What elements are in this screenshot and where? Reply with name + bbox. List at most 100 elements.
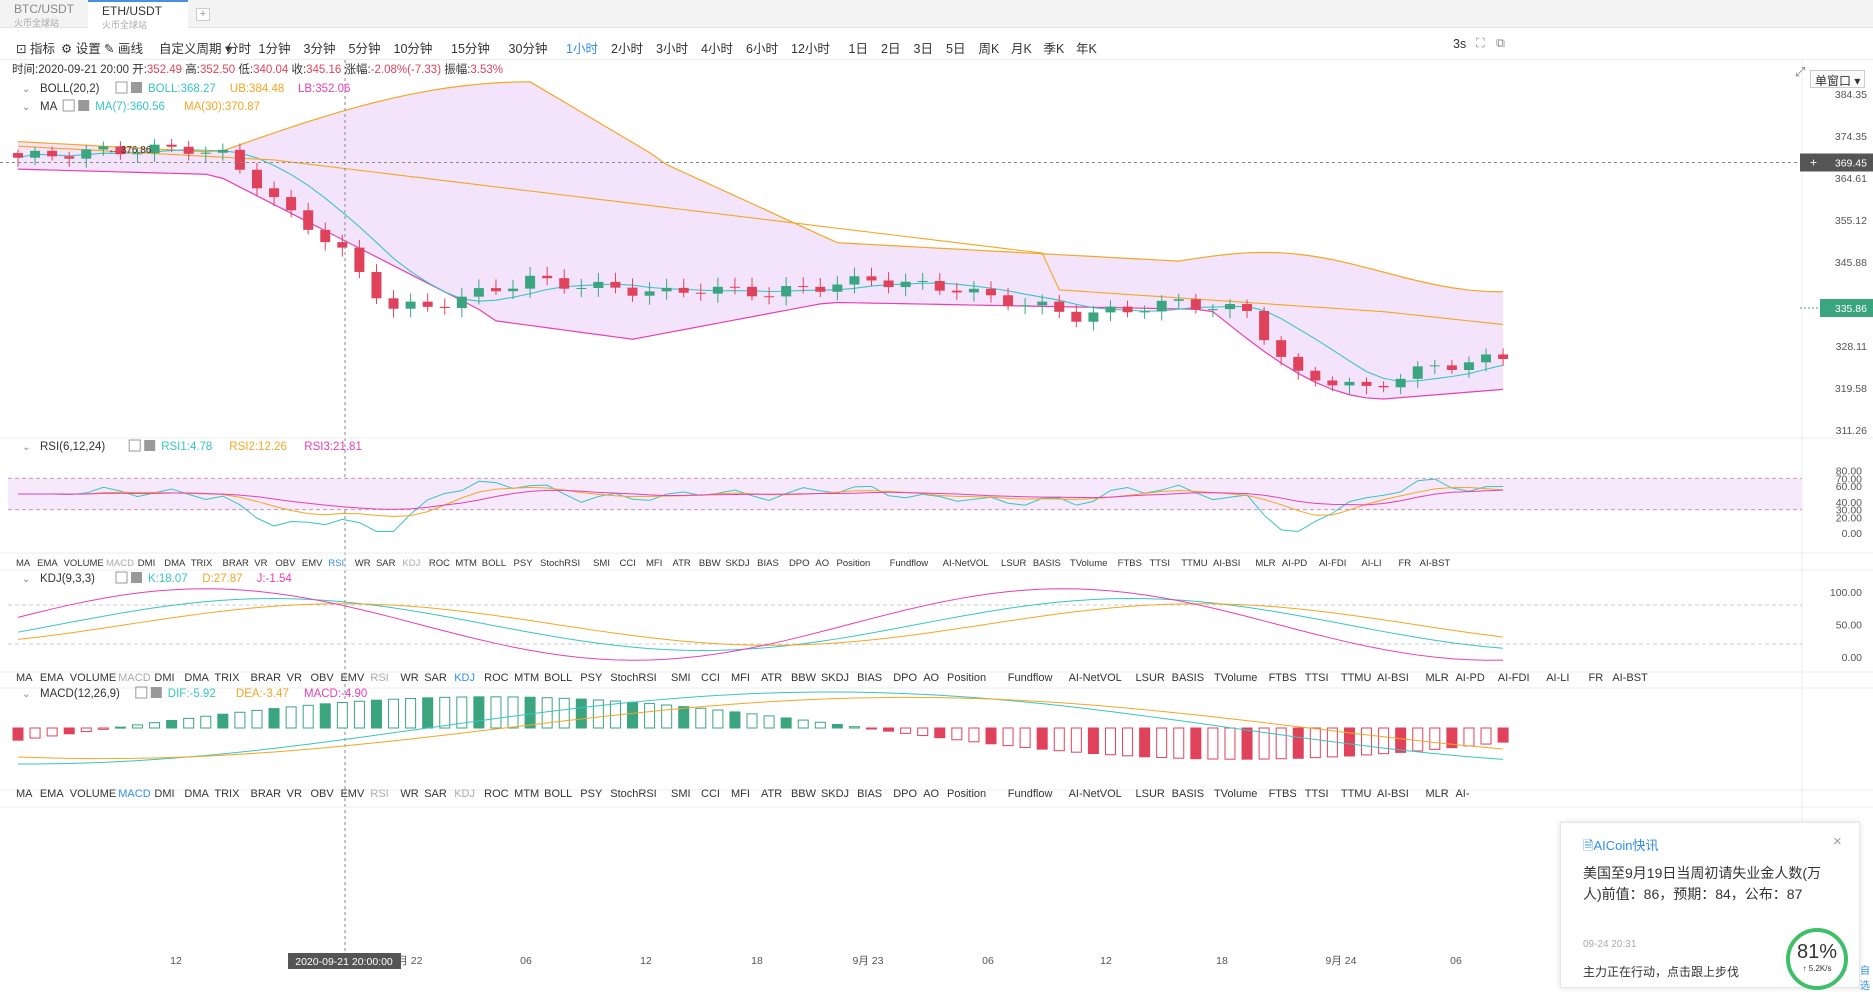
indicator-tab[interactable]: EMV <box>340 788 365 800</box>
indicator-tab[interactable]: Fundflow <box>890 558 929 569</box>
indicator-tab[interactable]: TVolume <box>1214 672 1257 684</box>
indicator-tab[interactable]: BOLL <box>544 672 572 684</box>
indicator-tab[interactable]: AI-BSI <box>1377 672 1409 684</box>
period-2[interactable]: 3分钟 <box>303 42 336 56</box>
indicator-tab[interactable]: EMV <box>302 558 323 569</box>
indicator-tab[interactable]: MACD <box>118 788 150 800</box>
indicator-tab[interactable]: LSUR <box>1001 558 1026 569</box>
kline-chart[interactable]: 384.35 374.35 364.61 355.12 345.88 328.11 319.… <box>0 50 1873 988</box>
indicator-tab[interactable]: TTSI <box>1305 788 1329 800</box>
period-18[interactable]: 月K <box>1011 42 1032 56</box>
collapse-icon[interactable]: ⌄ <box>22 689 30 700</box>
refresh-rate[interactable]: 3s <box>1453 37 1467 51</box>
window-mode-select[interactable]: 单窗口 ▾ <box>1810 70 1865 88</box>
period-8[interactable]: 2小时 <box>611 42 643 56</box>
indicator-tab[interactable]: AI- <box>1455 788 1469 800</box>
indicator-settings-icon[interactable] <box>115 81 128 94</box>
indicator-tab[interactable]: StochRSI <box>540 558 580 569</box>
indicator-tab[interactable]: VOLUME <box>70 672 116 684</box>
indicator-tab[interactable]: AI-BST <box>1420 558 1451 569</box>
indicator-tab[interactable]: SMI <box>593 558 610 569</box>
indicator-tab[interactable]: BBW <box>791 788 817 800</box>
indicator-tab[interactable]: BIAS <box>857 672 882 684</box>
period-19[interactable]: 季K <box>1043 42 1065 56</box>
fullscreen-icon[interactable]: ⛶ <box>1476 36 1485 50</box>
indicator-button[interactable]: ⊡ 指标 <box>16 38 55 57</box>
indicator-tab[interactable]: TRIX <box>214 788 240 800</box>
indicator-tab[interactable]: VR <box>254 558 267 569</box>
indicator-tab[interactable]: PSY <box>580 788 603 800</box>
indicator-tab[interactable]: FTBS <box>1118 558 1142 569</box>
indicator-tab[interactable]: LSUR <box>1136 672 1165 684</box>
indicator-tab[interactable]: ATR <box>672 558 690 569</box>
indicator-tab[interactable]: BBW <box>699 558 721 569</box>
indicator-tab[interactable]: BASIS <box>1033 558 1061 569</box>
indicator-tab[interactable]: Position <box>947 672 986 684</box>
period-9[interactable]: 3小时 <box>656 42 688 56</box>
indicator-tab[interactable]: Position <box>947 788 986 800</box>
indicator-settings-icon[interactable] <box>135 686 148 699</box>
indicator-tab[interactable]: SAR <box>424 788 447 800</box>
indicator-tab[interactable]: TVolume <box>1070 558 1108 569</box>
popout-icon[interactable]: ⧉ <box>1496 36 1505 50</box>
indicator-tab[interactable]: SKDJ <box>821 788 849 800</box>
indicator-tab[interactable]: MLR <box>1425 788 1448 800</box>
news-title[interactable]: 🗎AICoin快讯 <box>1583 835 1658 859</box>
indicator-tab[interactable]: DMA <box>184 672 209 684</box>
indicator-tab[interactable]: SAR <box>376 558 396 569</box>
indicator-close-icon[interactable] <box>78 100 90 111</box>
indicator-tab[interactable]: BIAS <box>857 788 882 800</box>
indicator-settings-icon[interactable] <box>128 439 141 452</box>
indicator-tab[interactable]: DMI <box>154 672 174 684</box>
add-tab-button[interactable]: + <box>196 8 210 21</box>
indicator-close-icon[interactable] <box>144 440 156 451</box>
indicator-tab[interactable]: BRAR <box>251 672 282 684</box>
indicator-tab[interactable]: MLR <box>1255 558 1275 569</box>
indicator-tab[interactable]: FTBS <box>1269 672 1297 684</box>
close-icon[interactable]: × <box>1833 833 1842 850</box>
indicator-tab[interactable]: DPO <box>893 672 917 684</box>
indicator-tab[interactable]: FR <box>1399 558 1412 569</box>
indicator-close-icon[interactable] <box>150 687 162 698</box>
indicator-tab[interactable]: MA <box>16 558 31 569</box>
indicator-tab[interactable]: OBV <box>310 672 334 684</box>
indicator-tab[interactable]: DPO <box>789 558 810 569</box>
indicator-close-icon[interactable] <box>131 572 142 583</box>
indicator-tab[interactable]: AO <box>923 788 939 800</box>
watchlist-link[interactable]: 自选 <box>1860 966 1870 992</box>
period-5[interactable]: 15分钟 <box>451 42 490 56</box>
period-11[interactable]: 6小时 <box>746 42 778 56</box>
indicator-tab[interactable]: StochRSI <box>610 788 656 800</box>
indicator-tab[interactable]: MTM <box>455 558 477 569</box>
indicator-tab[interactable]: BBW <box>791 672 817 684</box>
indicator-tab[interactable]: OBV <box>310 788 334 800</box>
collapse-icon[interactable]: ⌄ <box>22 574 30 585</box>
indicator-tab[interactable]: WR <box>355 558 371 569</box>
indicator-tab[interactable]: AI-FDI <box>1498 672 1530 684</box>
indicator-tab[interactable]: CCI <box>701 788 720 800</box>
indicator-tab[interactable]: ATR <box>761 672 782 684</box>
indicator-tab[interactable]: ROC <box>429 558 450 569</box>
period-4[interactable]: 10分钟 <box>393 42 433 56</box>
indicator-tab[interactable]: PSY <box>580 672 603 684</box>
indicator-tab[interactable]: SKDJ <box>725 558 750 569</box>
indicator-tab[interactable]: AO <box>923 672 939 684</box>
indicator-tab[interactable]: TVolume <box>1214 788 1257 800</box>
indicator-tab[interactable]: TRIX <box>214 672 240 684</box>
indicator-tab[interactable]: SMI <box>671 788 691 800</box>
indicator-tab[interactable]: MFI <box>731 672 750 684</box>
indicator-tab[interactable]: MTM <box>514 788 539 800</box>
indicator-tab[interactable]: Position <box>837 558 871 569</box>
indicator-tab[interactable]: BIAS <box>757 558 779 569</box>
indicator-tab[interactable]: BOLL <box>544 788 572 800</box>
indicator-tab[interactable]: KDJ <box>402 558 420 569</box>
custom-period-dropdown[interactable]: 自定义周期 ▾ <box>159 38 231 57</box>
period-3[interactable]: 5分钟 <box>348 42 381 56</box>
tab-btc-usdt[interactable]: BTC/USDT 火币全球站 <box>0 0 88 28</box>
indicator-tab[interactable]: AI-LI <box>1361 558 1381 569</box>
indicator-tab[interactable]: ROC <box>484 788 509 800</box>
indicator-tab[interactable]: AI-BST <box>1612 672 1648 684</box>
indicator-tab[interactable]: AI-NetVOL <box>943 558 989 569</box>
indicator-tab[interactable]: TTMU <box>1181 558 1208 569</box>
period-17[interactable]: 周K <box>978 42 1000 56</box>
